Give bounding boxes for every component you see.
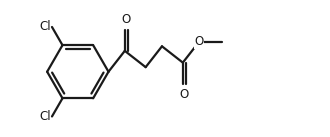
Text: O: O <box>180 88 189 101</box>
Text: O: O <box>122 13 131 26</box>
Text: Cl: Cl <box>39 21 51 33</box>
Text: O: O <box>194 35 204 48</box>
Text: Cl: Cl <box>39 110 51 123</box>
